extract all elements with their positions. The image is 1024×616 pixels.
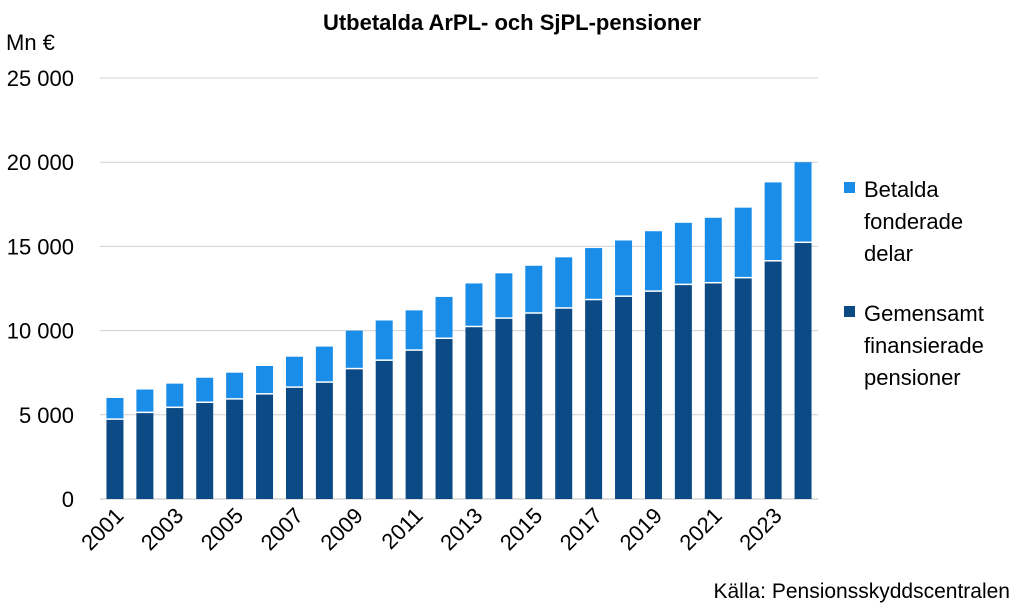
- bar-segment-fonderade: [674, 222, 692, 284]
- bar-segment-fonderade: [256, 365, 274, 394]
- bar-segment-gemensamt: [226, 399, 244, 499]
- x-tick-label: 2015: [495, 503, 547, 555]
- bar-segment-gemensamt: [615, 296, 633, 499]
- legend-label: pensioner: [864, 365, 961, 390]
- x-tick-label: 2011: [377, 503, 428, 554]
- x-tick-label: 2009: [316, 503, 368, 555]
- bar-segment-fonderade: [644, 231, 662, 291]
- bar-segment-gemensamt: [525, 313, 543, 499]
- x-tick-label: 2005: [196, 503, 248, 555]
- bar-segment-fonderade: [435, 296, 453, 338]
- bar-segment-gemensamt: [315, 382, 333, 499]
- bar-segment-fonderade: [315, 346, 333, 382]
- bar-segment-fonderade: [555, 257, 573, 308]
- bars: [106, 162, 812, 499]
- bar-segment-gemensamt: [435, 339, 453, 499]
- bar-segment-gemensamt: [285, 387, 303, 499]
- x-tick-label: 2007: [256, 503, 308, 555]
- bar-segment-fonderade: [285, 356, 303, 387]
- bar-segment-gemensamt: [674, 285, 692, 499]
- x-tick-label: 2023: [734, 503, 786, 555]
- legend-label: Betalda: [864, 177, 939, 202]
- x-tick-label: 2017: [555, 503, 607, 555]
- bar-segment-fonderade: [196, 377, 214, 402]
- x-tick-label: 2001: [76, 503, 128, 555]
- bar-segment-fonderade: [375, 320, 393, 360]
- bar-segment-gemensamt: [196, 403, 214, 499]
- legend-label: fonderade: [864, 209, 963, 234]
- bar-segment-fonderade: [585, 248, 603, 299]
- legend-swatch: [844, 306, 855, 317]
- bar-segment-gemensamt: [764, 261, 782, 499]
- bar-segment-gemensamt: [136, 413, 154, 499]
- x-axis-tick-labels: 2001 2003 2005 2007 2009 2011 2013 2015 2017 2019…: [76, 503, 786, 555]
- bar-segment-gemensamt: [256, 394, 274, 499]
- bar-segment-fonderade: [465, 283, 483, 326]
- bar-segment-fonderade: [345, 330, 363, 368]
- y-axis-unit-label: Mn €: [6, 30, 55, 55]
- x-tick-label: 2003: [136, 503, 188, 555]
- bar-segment-gemensamt: [734, 278, 752, 499]
- bar-segment-fonderade: [106, 397, 124, 419]
- bar-segment-fonderade: [226, 372, 244, 399]
- y-tick-label: 5 000: [19, 403, 74, 428]
- y-axis-tick-labels: 0 5 000 10 000 15 000 20 000 25 000: [7, 66, 74, 512]
- bar-segment-fonderade: [794, 162, 812, 242]
- bar-segment-gemensamt: [345, 369, 363, 499]
- bar-segment-fonderade: [136, 389, 154, 412]
- legend: Betalda fonderade delar Gemensamt finansiera…: [844, 177, 984, 390]
- legend-label: Gemensamt: [864, 301, 984, 326]
- legend-swatch: [844, 182, 855, 193]
- bar-segment-gemensamt: [555, 308, 573, 499]
- bar-segment-gemensamt: [166, 408, 184, 499]
- legend-label: delar: [864, 241, 913, 266]
- bar-segment-fonderade: [166, 383, 184, 407]
- gridlines: [100, 77, 818, 500]
- chart-title: Utbetalda ArPL- och SjPL-pensioner: [323, 10, 702, 35]
- bar-segment-gemensamt: [465, 327, 483, 499]
- bar-segment-fonderade: [615, 240, 633, 296]
- source-note: Källa: Pensionsskyddscentralen: [713, 580, 1010, 603]
- bar-segment-fonderade: [405, 310, 423, 350]
- bar-segment-fonderade: [525, 265, 543, 313]
- bar-segment-fonderade: [495, 273, 513, 318]
- x-tick-label: 2019: [615, 503, 667, 555]
- bar-segment-gemensamt: [794, 243, 812, 499]
- legend-label: finansierade: [864, 333, 984, 358]
- bar-segment-gemensamt: [405, 350, 423, 499]
- bar-segment-gemensamt: [495, 318, 513, 499]
- bar-segment-fonderade: [734, 207, 752, 277]
- y-tick-label: 0: [62, 487, 74, 512]
- bar-segment-fonderade: [704, 217, 722, 282]
- bar-segment-gemensamt: [585, 300, 603, 499]
- bar-segment-gemensamt: [644, 291, 662, 499]
- bar-segment-gemensamt: [106, 419, 124, 499]
- bar-segment-fonderade: [764, 182, 782, 261]
- bar-segment-gemensamt: [704, 283, 722, 499]
- y-tick-label: 15 000: [7, 234, 74, 259]
- x-tick-label: 2013: [435, 503, 487, 555]
- y-tick-label: 25 000: [7, 66, 74, 91]
- y-tick-label: 20 000: [7, 150, 74, 175]
- x-tick-label: 2021: [675, 503, 727, 555]
- bar-segment-gemensamt: [375, 360, 393, 499]
- y-tick-label: 10 000: [7, 319, 74, 344]
